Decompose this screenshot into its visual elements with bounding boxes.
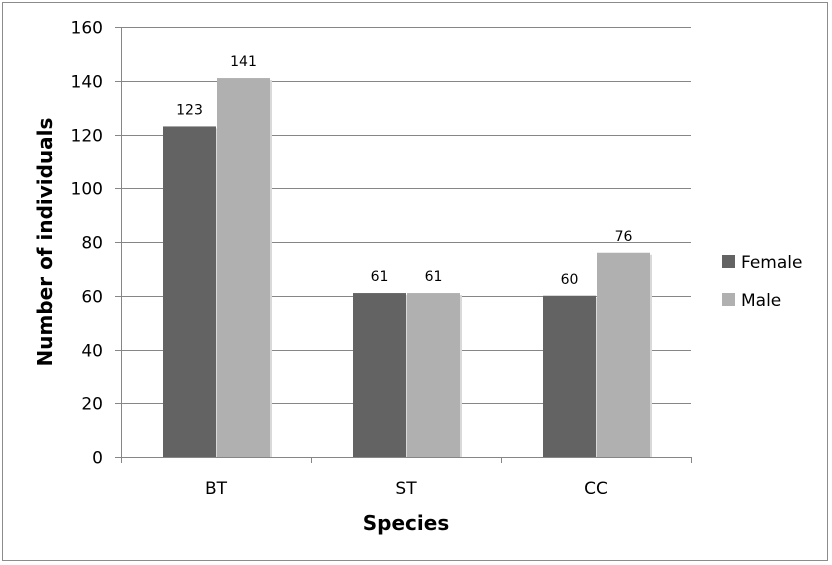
data-label: 61 bbox=[371, 269, 389, 285]
y-tick-label: 160 bbox=[71, 19, 103, 39]
data-label: 141 bbox=[230, 54, 257, 70]
bar-male-cc bbox=[597, 252, 650, 457]
y-tick-label: 120 bbox=[71, 127, 103, 147]
y-tick-label: 100 bbox=[71, 180, 103, 200]
bar-male-st bbox=[407, 293, 460, 457]
bar-female-cc bbox=[543, 295, 596, 457]
y-tick-label: 140 bbox=[71, 73, 103, 93]
data-label: 61 bbox=[425, 269, 443, 285]
bar-female-st bbox=[353, 293, 406, 457]
x-tick-label: ST bbox=[395, 479, 417, 499]
bar-female-bt bbox=[163, 126, 216, 457]
bar-male-bt bbox=[217, 78, 270, 457]
y-tick-label: 40 bbox=[81, 342, 103, 362]
data-label: 60 bbox=[561, 272, 579, 288]
data-label: 76 bbox=[615, 229, 633, 245]
y-axis-title: Number of individuals bbox=[33, 118, 57, 367]
legend-swatch-female bbox=[722, 255, 735, 268]
legend-label-male: Male bbox=[741, 291, 781, 311]
y-tick-label: 80 bbox=[81, 234, 103, 254]
y-tick-label: 0 bbox=[92, 449, 103, 469]
legend-label-female: Female bbox=[741, 253, 802, 273]
y-tick-label: 60 bbox=[81, 288, 103, 308]
y-tick-label: 20 bbox=[81, 395, 103, 415]
x-axis-title: Species bbox=[363, 511, 449, 535]
legend-swatch-male bbox=[722, 293, 735, 306]
x-tick-label: CC bbox=[584, 479, 608, 499]
data-label: 123 bbox=[176, 102, 203, 118]
x-tick-label: BT bbox=[205, 479, 228, 499]
